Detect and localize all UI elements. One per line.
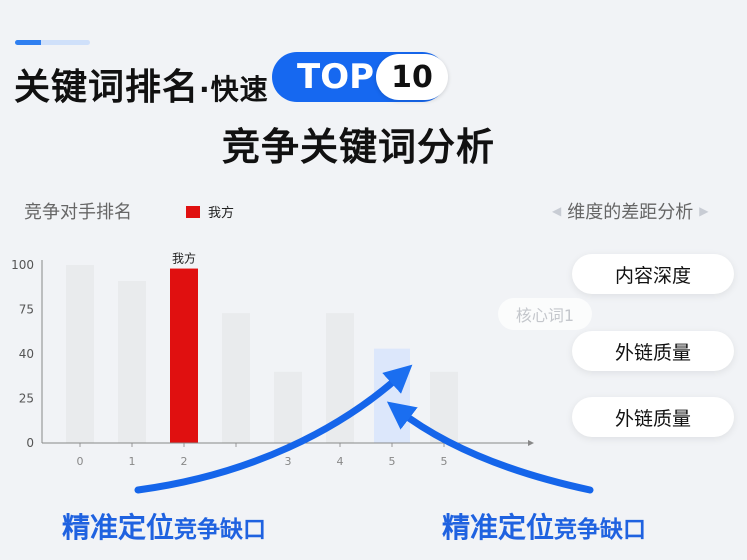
arrow-left-icon[interactable]: ◀ [552,204,562,218]
x-tick-label: 0 [77,455,84,468]
title-main: 关键词排名 [14,67,200,108]
x-tick-label: 5 [441,455,448,468]
bar [66,265,94,443]
bar-highlight [170,268,198,443]
caption-big: 精准定位 [442,511,555,544]
dimension-button-content-depth[interactable]: 内容深度 [572,254,734,294]
bottom-right-caption: 精准定位竞争缺口 [442,506,646,546]
title-dot: ·快速 [199,73,269,106]
caption-small: 竞争缺口 [174,517,267,543]
y-tick-label: 0 [26,436,34,450]
bottom-left-caption: 精准定位竞争缺口 [62,506,266,546]
caption-big: 精准定位 [62,511,175,544]
accent-bar [15,40,90,45]
arrow-right-icon[interactable]: ▶ [699,204,709,218]
curved-arrow-left [134,364,413,494]
bar [118,281,146,443]
legend: 我方 [186,202,234,221]
caption-small: 竞争缺口 [554,517,647,543]
top-label: TOP [297,57,375,97]
y-tick-label: 75 [19,303,34,317]
x-axis-arrow-icon [528,440,534,446]
bar-label: 我方 [172,251,196,266]
core-keyword-tag: 核心词1 [498,298,592,330]
dimension-button-backlink-quality-2[interactable]: 外链质量 [572,397,734,437]
bar [274,371,302,443]
dimension-button-backlink-quality[interactable]: 外链质量 [572,331,734,371]
page-title: 关键词排名·快速 [14,58,269,110]
right-title-text: 维度的差距分析 [567,202,694,223]
curved-arrow-right [386,401,594,494]
legend-label: 我方 [208,206,235,221]
chart-label: 竞争对手排名 [24,202,132,223]
x-tick-label: 2 [181,455,188,468]
y-tick-label: 100 [11,258,34,272]
y-tick-label: 40 [19,347,34,361]
y-tick-label: 25 [19,392,34,406]
right-panel-title: ◀ 维度的差距分析 ▶ [552,198,708,224]
bar-chart: 我方 0 1 2 3 4 5 5 0 25 40 75 100 [11,251,594,494]
bar [222,313,250,443]
x-tick-label: 5 [389,455,396,468]
top-number: 10 [376,54,448,100]
subtitle: 竞争关键词分析 [222,125,496,169]
x-tick-label: 1 [129,455,136,468]
x-tick-label: 4 [337,455,344,468]
legend-swatch [186,205,200,218]
x-tick-label: 3 [285,455,292,468]
